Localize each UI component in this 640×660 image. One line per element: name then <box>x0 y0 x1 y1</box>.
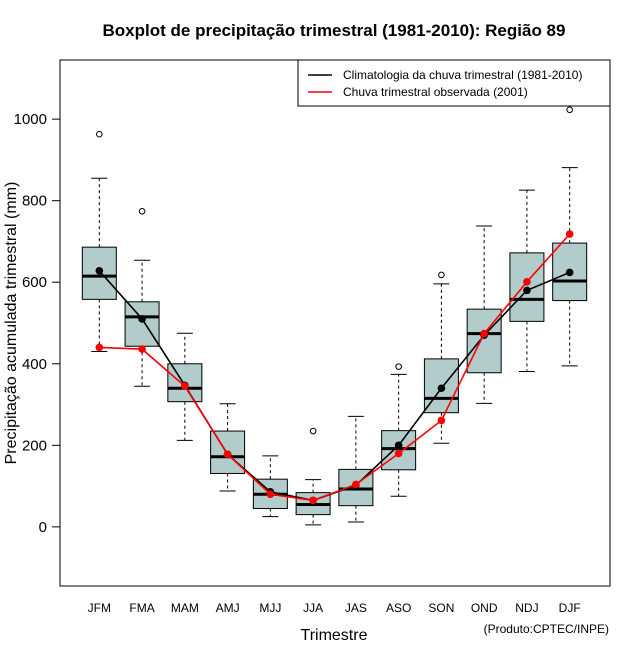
series-1-point-jja <box>309 496 317 505</box>
x-tick-label-amj: AMJ <box>216 601 240 615</box>
series-0-point-son <box>437 384 446 393</box>
series-0-point-ndj <box>523 286 531 295</box>
outlier-point <box>395 363 402 370</box>
series-1-point-ndj <box>523 278 531 286</box>
outlier-point <box>309 427 317 435</box>
box-ond <box>466 225 502 404</box>
series-1-point-jas <box>352 480 360 489</box>
series-1-point-son <box>437 416 446 425</box>
boxes <box>81 106 588 526</box>
credit-text: (Produto:CPTEC/INPE) <box>484 622 609 636</box>
box-jja <box>295 427 331 526</box>
x-tick-label-fma: FMA <box>129 601 154 615</box>
outlier-point <box>96 130 103 138</box>
box-body <box>124 301 160 347</box>
series-1-point-djf <box>565 230 574 238</box>
y-axis: 0 200 400 600 800 1000 <box>14 111 61 536</box>
series-1-point-mjj <box>266 490 275 499</box>
series-1-point-jfm <box>95 343 104 352</box>
x-tick-label-ndj: NDJ <box>515 601 538 615</box>
box-mjj <box>252 455 288 518</box>
y-tick-label-0: 0 <box>39 519 47 536</box>
x-tick-label-djf: DJF <box>559 601 581 615</box>
y-tick-label-800: 800 <box>22 193 47 210</box>
series-0-point-aso <box>394 441 403 450</box>
series-1-point-ond <box>480 329 488 338</box>
outlier-point <box>138 207 146 215</box>
box-amj <box>210 403 246 492</box>
series-line-1 <box>99 233 571 502</box>
series-1-point-mam <box>181 382 189 391</box>
x-tick-label-ond: OND <box>471 601 498 615</box>
x-axis-label: Trimestre <box>301 627 368 644</box>
x-tick-label-jas: JAS <box>345 601 367 615</box>
box-jfm <box>81 130 117 353</box>
box-jas <box>338 415 374 523</box>
series-0-point-fma <box>138 315 146 323</box>
series-lines <box>95 230 574 505</box>
legend-label-climatology: Climatologia da chuva trimestral (1981-2… <box>343 68 582 82</box>
x-tick-label-son: SON <box>428 601 454 615</box>
y-tick-label-200: 200 <box>22 437 47 454</box>
y-axis-label: Precipitação acumulada trimestral (mm) <box>3 182 20 465</box>
outlier-point <box>438 271 445 279</box>
y-tick-label-400: 400 <box>22 356 47 373</box>
legend: Climatologia da chuva trimestral (1981-2… <box>297 59 611 107</box>
series-0-point-jfm <box>95 267 104 275</box>
series-1-point-amj <box>223 450 232 459</box>
x-axis: JFM FMA MAM AMJ MJJ JJA JAS ASO SON OND NDJ DJF <box>88 601 581 615</box>
series-1-point-aso <box>394 449 403 458</box>
legend-box <box>297 59 611 107</box>
series-1-point-fma <box>138 345 146 353</box>
series-0-point-djf <box>565 268 574 277</box>
x-tick-label-mam: MAM <box>171 601 199 615</box>
x-tick-label-mjj: MJJ <box>259 601 281 615</box>
y-tick-label-600: 600 <box>22 274 47 291</box>
x-tick-label-jja: JJA <box>303 601 323 615</box>
outlier-point <box>566 106 573 114</box>
y-tick-label-1000: 1000 <box>14 111 47 128</box>
x-tick-label-aso: ASO <box>386 601 411 615</box>
chart-title: Boxplot de precipitação trimestral (1981… <box>103 21 566 40</box>
x-tick-label-jfm: JFM <box>88 601 111 615</box>
legend-label-observed: Chuva trimestral observada (2001) <box>343 85 528 99</box>
